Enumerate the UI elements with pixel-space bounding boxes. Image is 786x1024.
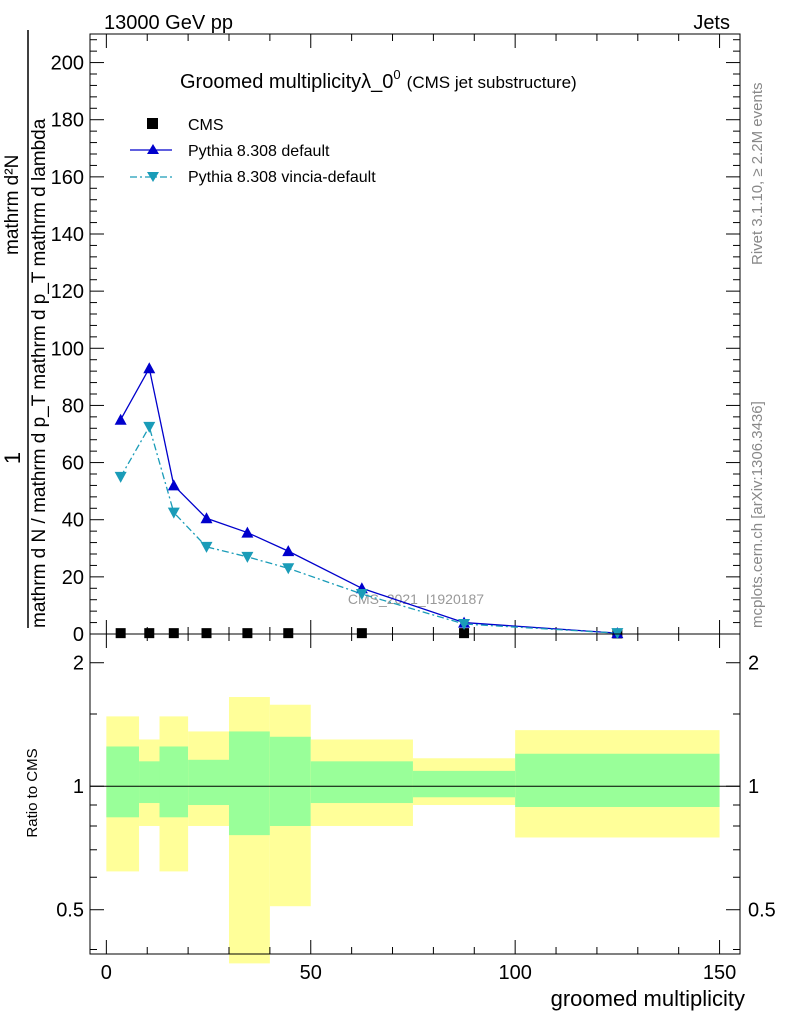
vincia-data-point	[200, 541, 213, 553]
legend: CMS Pythia 8.308 default Pythia 8.308 vi…	[130, 117, 376, 186]
vincia-data-point	[167, 507, 180, 519]
main-y-tick-label: 20	[62, 567, 84, 589]
ratio-x-ticks: 0 50 100 150	[101, 634, 736, 984]
x-tick-label: 100	[498, 962, 531, 984]
ratio-inner-band	[159, 746, 189, 818]
vincia-data-point	[355, 589, 368, 600]
rivet-version-label: Rivet 3.1.10, ≥ 2.2M events	[749, 83, 766, 266]
main-series-group	[114, 362, 624, 640]
main-x-ticks	[105, 34, 721, 634]
ratio-y-tick-label-right: 2	[748, 653, 759, 675]
ratio-inner-band	[412, 770, 516, 798]
default-data-point	[200, 512, 213, 524]
ratio-inner-band	[139, 761, 160, 804]
main-y-tick-label: 40	[62, 510, 84, 532]
cms-data-point	[459, 628, 470, 639]
cms-data-point	[168, 628, 179, 639]
cms-data-point	[356, 628, 367, 639]
header-left: 13000 GeV pp	[104, 12, 233, 34]
ratio-y-tick-label: 1	[73, 776, 84, 798]
analysis-watermark: CMS_2021_I1920187	[348, 591, 484, 607]
main-y-tick-label: 100	[51, 338, 84, 360]
main-y-tick-label: 60	[62, 453, 84, 475]
ratio-y-tick-label: 0.5	[56, 900, 84, 922]
default-data-point	[282, 545, 295, 557]
ratio-inner-band	[188, 759, 229, 806]
chart-title-main: Groomed multiplicityλ_0	[180, 71, 393, 93]
cms-data-point	[115, 628, 126, 639]
main-y-tick-label: 180	[51, 110, 84, 132]
mcplots-label: mcplots.cern.ch [arXiv:1306.3436]	[749, 401, 766, 628]
ratio-plot-panel: 0.5 0.5 1 1 2 2 0 50 100 150 Ratio to CMS	[24, 633, 776, 984]
default-data-point	[241, 526, 254, 538]
ratio-uncertainty-bands	[106, 697, 720, 964]
cms-data-point	[283, 628, 294, 639]
x-tick-label: 150	[703, 962, 736, 984]
main-y-tick-label: 160	[51, 167, 84, 189]
legend-cms-label: CMS	[188, 117, 224, 134]
ratio-y-tick-label-right: 1	[748, 776, 759, 798]
vincia-data-point	[282, 563, 295, 575]
main-y-ticks: 0 20 40 60 80 100 120 140 160 180 200	[51, 39, 740, 646]
x-axis-label: groomed multiplicity	[551, 986, 745, 1011]
main-y-tick-label: 200	[51, 53, 84, 75]
ratio-plot-frame	[89, 633, 741, 955]
x-tick-label: 0	[101, 962, 112, 984]
ratio-inner-band	[269, 736, 311, 826]
chart-title: Groomed multiplicityλ_00 (CMS jet substru…	[180, 67, 577, 93]
main-y-tick-label: 140	[51, 224, 84, 246]
chart-title-superscript: 0	[393, 67, 400, 82]
y-axis-label-numerator: 1	[0, 452, 25, 464]
legend-default-marker	[147, 144, 159, 154]
vincia-data-point	[114, 471, 127, 483]
y-axis-label-top: mathrm d²N	[2, 155, 23, 255]
default-data-point	[114, 413, 127, 425]
legend-vincia-label: Pythia 8.308 vincia-default	[188, 169, 376, 186]
default-data-point	[167, 479, 180, 491]
ratio-y-axis-label: Ratio to CMS	[24, 748, 41, 837]
legend-default-label: Pythia 8.308 default	[188, 143, 330, 160]
main-y-tick-label: 80	[62, 395, 84, 417]
ratio-y-tick-label-right: 0.5	[748, 900, 776, 922]
main-plot-panel: 0 20 40 60 80 100 120 140 160 180 200 CMS_2021_I19…	[51, 33, 741, 646]
cms-data-point	[201, 628, 212, 639]
legend-cms-marker	[147, 118, 158, 129]
chart-title-subtitle: (CMS jet substructure)	[407, 73, 577, 92]
ratio-inner-band	[106, 746, 140, 818]
ratio-inner-band	[310, 761, 413, 804]
main-y-tick-label: 0	[73, 624, 84, 646]
ratio-y-tick-label: 2	[73, 653, 84, 675]
main-y-tick-label: 120	[51, 281, 84, 303]
vincia-data-point	[458, 619, 471, 630]
header-right: Jets	[693, 12, 730, 34]
default-data-point	[143, 362, 156, 374]
cms-data-point	[242, 628, 253, 639]
vincia-data-point	[143, 421, 156, 433]
x-tick-label: 50	[300, 962, 322, 984]
legend-vincia-marker	[147, 172, 159, 182]
ratio-inner-band	[515, 753, 720, 807]
y-axis-label-denominator: mathrm d N / mathrm d p_T mathrm d p_T m…	[29, 118, 50, 628]
ratio-inner-band	[228, 731, 270, 836]
cms-data-point	[144, 628, 155, 639]
vincia-data-point	[241, 551, 254, 563]
ratio-y-ticks: 0.5 0.5 1 1 2 2	[56, 653, 776, 950]
